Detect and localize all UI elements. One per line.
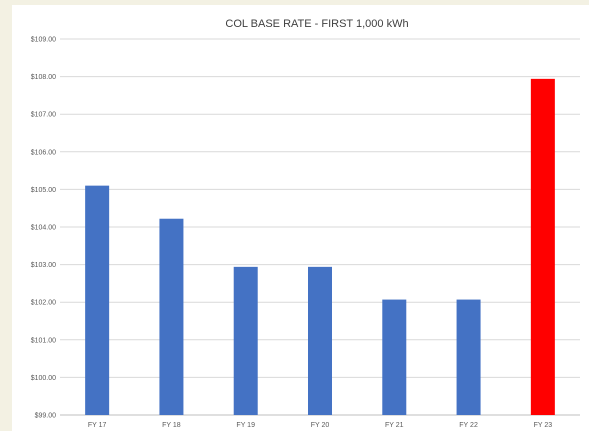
y-tick-label: $102.00 [31, 300, 56, 307]
y-tick-label: $107.00 [31, 112, 56, 119]
bar-chart: COL BASE RATE - FIRST 1,000 kWh $99.00 $1… [31, 18, 580, 429]
y-tick-label: $101.00 [31, 337, 56, 344]
chart-area: COL BASE RATE - FIRST 1,000 kWh $99.00 $1… [12, 5, 589, 431]
x-tick-label: FY 22 [459, 422, 478, 429]
y-tick-label: $105.00 [31, 187, 56, 194]
y-axis-tick-labels: $99.00 $100.00 $101.00 $102.00 $103.00 $104.0… [31, 37, 56, 420]
x-tick-label: FY 19 [236, 422, 255, 429]
y-tick-label: $106.00 [31, 149, 56, 156]
y-tick-label: $109.00 [31, 37, 56, 44]
bar-fy-20 [308, 266, 332, 415]
y-tick-label: $108.00 [31, 74, 56, 81]
bar-fy-19 [233, 266, 258, 415]
bar-fy-23 [530, 78, 555, 415]
bar-fy-18 [159, 218, 184, 415]
x-tick-label: FY 17 [88, 422, 107, 429]
gridlines [60, 38, 580, 416]
bar-fy-21 [382, 299, 407, 415]
x-tick-label: FY 20 [311, 422, 330, 429]
x-tick-label: FY 18 [162, 422, 181, 429]
y-tick-label: $104.00 [31, 225, 56, 232]
y-tick-label: $103.00 [31, 262, 56, 269]
bars [85, 78, 555, 415]
y-tick-label: $99.00 [35, 413, 57, 420]
bar-fy-22 [456, 299, 481, 415]
chart-title: COL BASE RATE - FIRST 1,000 kWh [225, 18, 408, 30]
y-tick-label: $100.00 [31, 375, 56, 382]
bar-fy-17 [85, 185, 110, 415]
x-tick-label: FY 21 [385, 422, 404, 429]
x-axis-tick-labels: FY 17 FY 18 FY 19 FY 20 FY 21 FY 22 FY 23 [88, 422, 552, 429]
x-tick-label: FY 23 [534, 422, 553, 429]
